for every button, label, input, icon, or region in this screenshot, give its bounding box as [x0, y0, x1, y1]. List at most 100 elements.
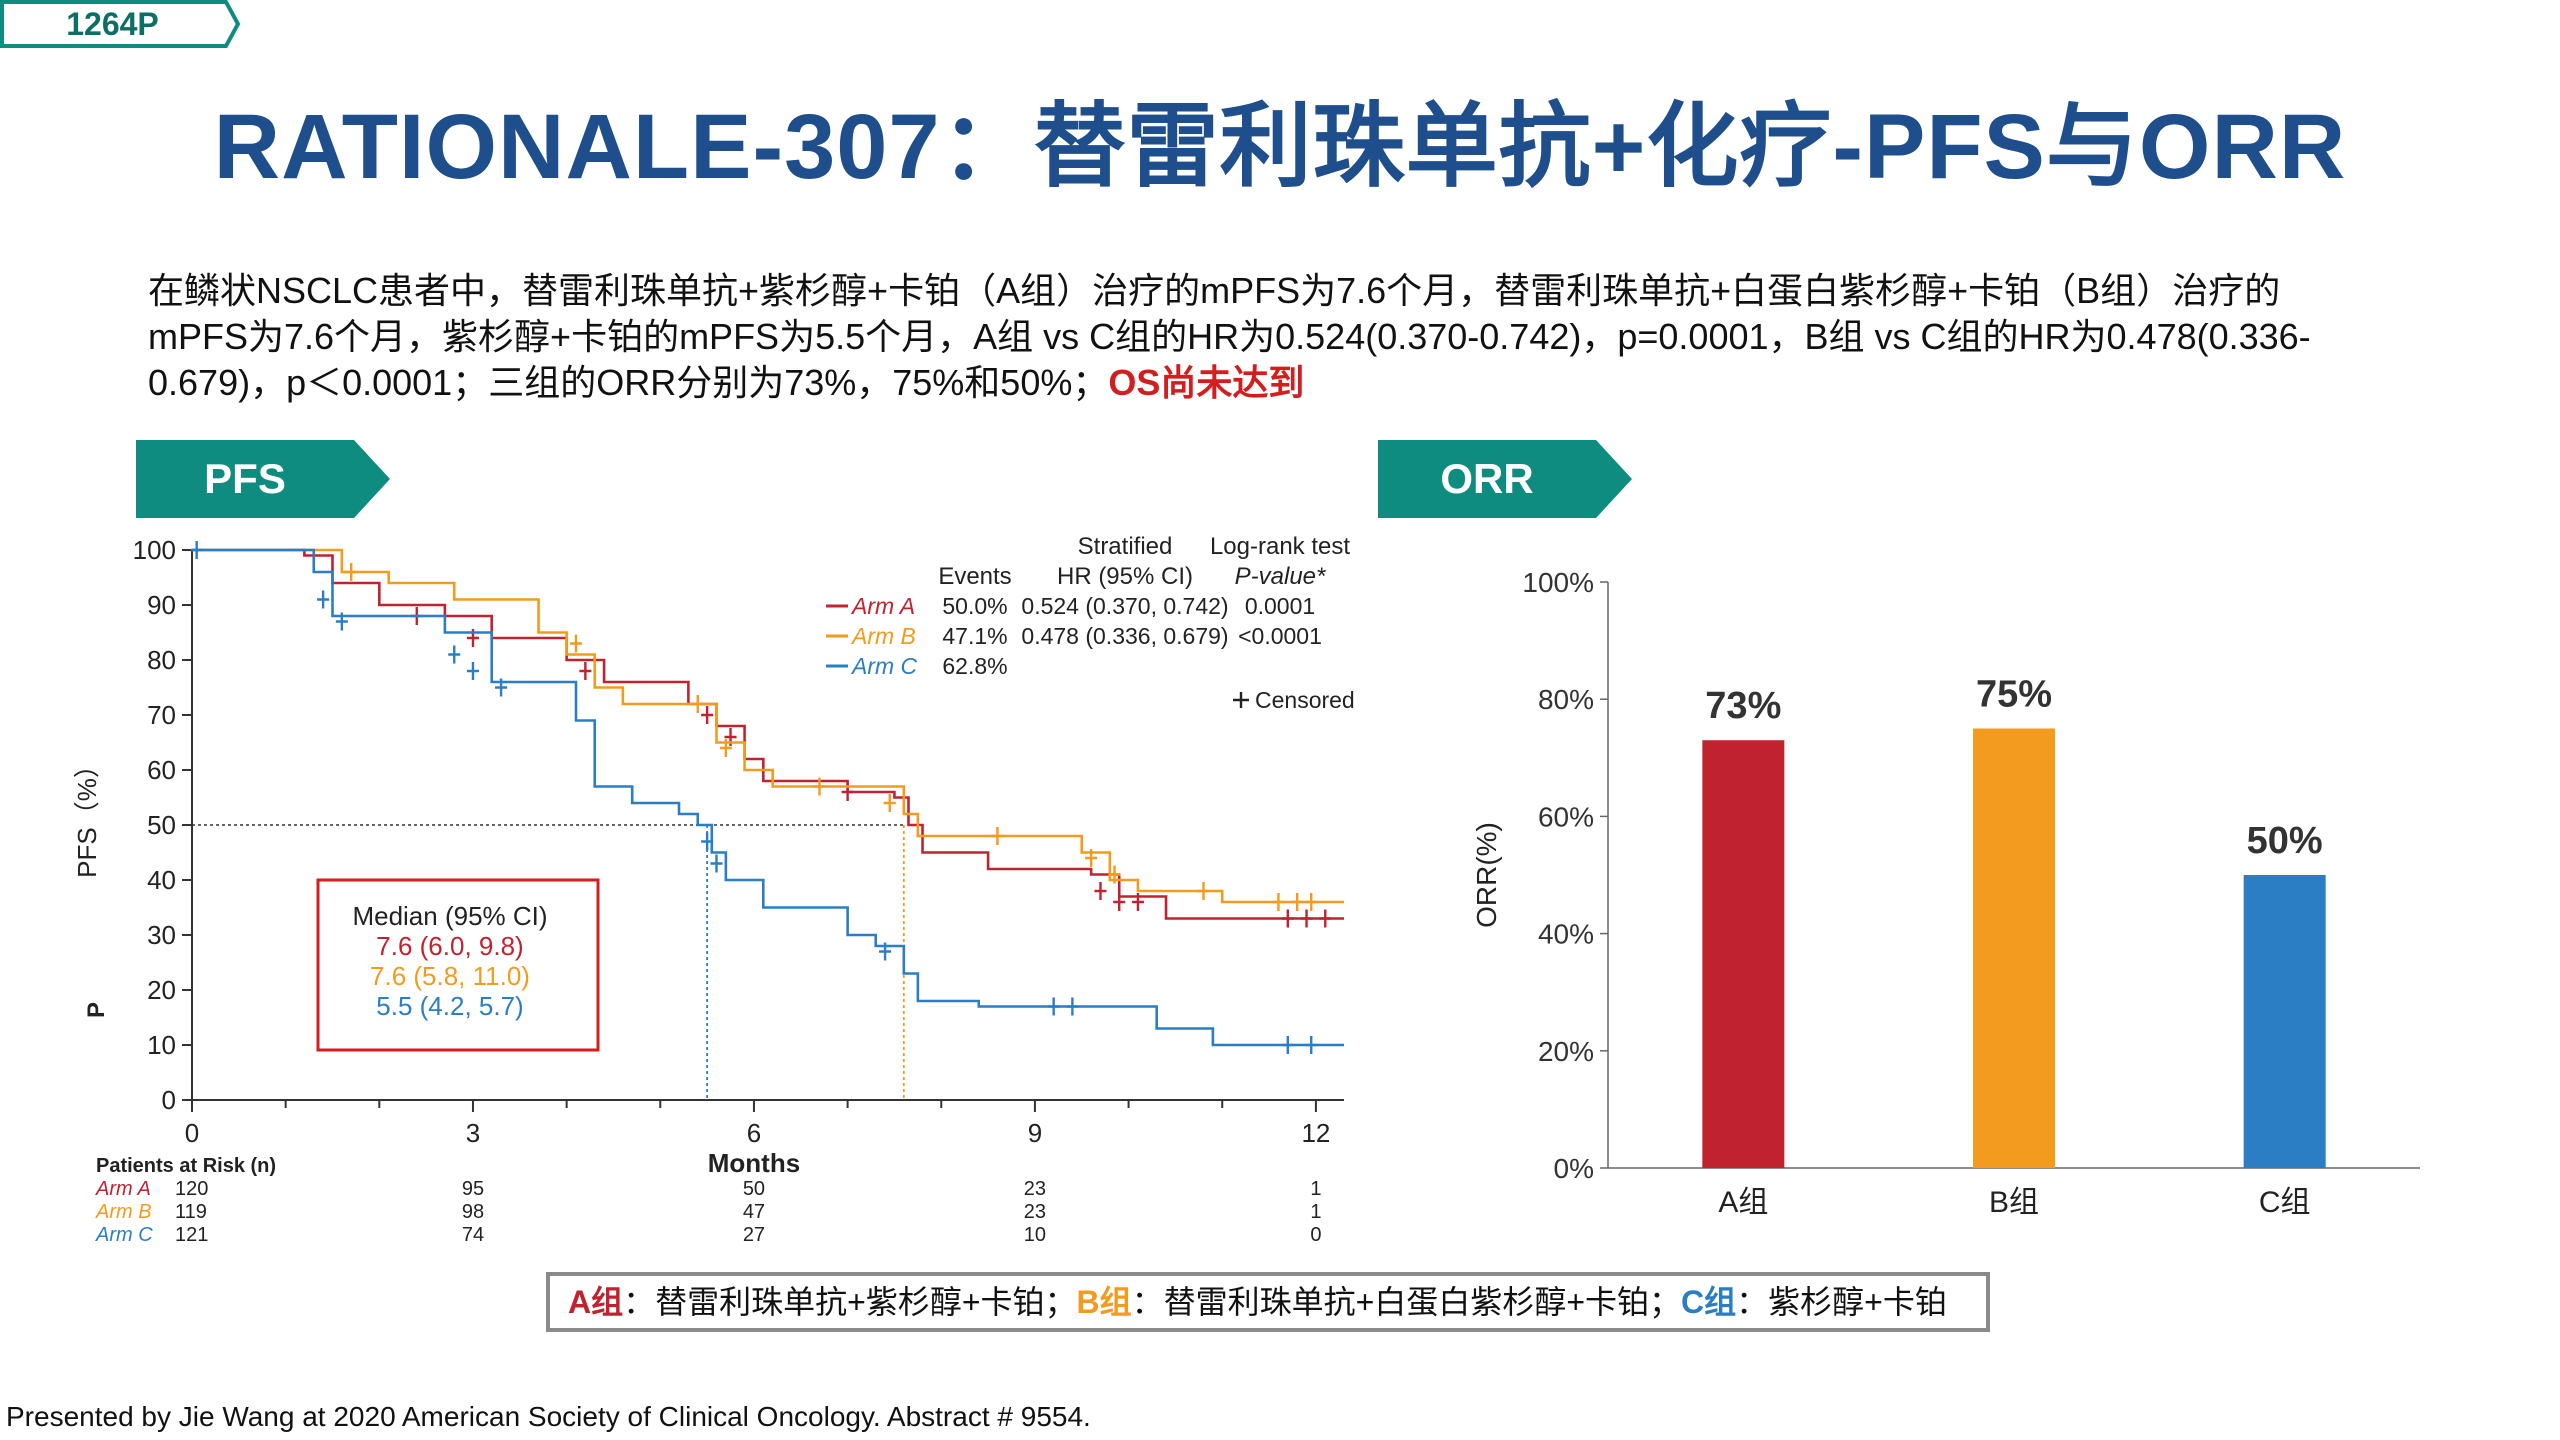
- risk-value: 95: [462, 1178, 484, 1200]
- risk-arm-label: Arm A: [95, 1178, 151, 1200]
- stats-p-value: 0.0001: [1245, 593, 1315, 619]
- km-censor-mark-arm-b: [570, 634, 582, 653]
- orr-y-tick-label: 100%: [1522, 567, 1594, 598]
- stats-hr: 0.524 (0.370, 0.742): [1021, 593, 1228, 619]
- km-censor-mark-arm-c: [466, 662, 479, 680]
- km-censor-mark-arm-b: [345, 563, 358, 581]
- km-y-tick-label: 100: [133, 535, 176, 565]
- km-censor-mark-arm-a: [1094, 882, 1107, 900]
- orr-y-axis-label: ORR(%): [1471, 822, 1502, 928]
- km-censor-mark-arm-c: [190, 541, 203, 559]
- stats-events: 62.8%: [942, 653, 1007, 679]
- orr-category-label: C组: [2259, 1186, 2311, 1219]
- km-censor-mark-arm-b: [719, 739, 732, 757]
- km-x-tick-label: 12: [1301, 1118, 1330, 1148]
- km-censor-mark-arm-b: [1305, 893, 1318, 911]
- km-y-tick-label: 10: [147, 1030, 176, 1060]
- stats-censored-label: Censored: [1255, 687, 1355, 713]
- orr-y-tick-label: 20%: [1538, 1036, 1594, 1067]
- risk-arm-label: Arm B: [95, 1201, 152, 1223]
- km-censor-mark-arm-c: [879, 942, 892, 961]
- risk-table-title: Patients at Risk (n): [96, 1155, 276, 1177]
- km-censor-mark-arm-c: [448, 645, 461, 664]
- risk-value: 121: [175, 1224, 208, 1246]
- km-censor-mark-arm-c: [1047, 997, 1060, 1016]
- risk-value: 74: [462, 1224, 484, 1246]
- stats-p-value: <0.0001: [1238, 623, 1322, 649]
- km-censor-mark-arm-a: [1131, 893, 1144, 911]
- risk-value: 10: [1024, 1224, 1046, 1246]
- median-box-line: 7.6 (5.8, 11.0): [370, 961, 530, 991]
- risk-value: 119: [175, 1201, 207, 1223]
- stats-events: 47.1%: [942, 623, 1007, 649]
- km-y-tick-label: 80: [147, 645, 176, 675]
- orr-y-tick-label: 0%: [1554, 1153, 1594, 1184]
- risk-value: 0: [1310, 1224, 1321, 1246]
- pfs-section-label: PFS: [204, 455, 286, 502]
- km-censor-mark-arm-b: [813, 777, 826, 796]
- risk-value: 120: [175, 1178, 208, 1200]
- orr-bar: [1702, 740, 1785, 1168]
- summary-body: 在鳞状NSCLC患者中，替雷利珠单抗+紫杉醇+卡铂（A组）治疗的mPFS为7.6…: [148, 270, 2311, 403]
- km-y-tick-label: 30: [147, 920, 176, 950]
- km-x-tick-label: 3: [466, 1118, 480, 1148]
- stats-header-events: Events: [938, 563, 1011, 590]
- km-censor-mark-arm-b: [1085, 849, 1098, 867]
- risk-value: 47: [743, 1201, 765, 1223]
- km-y-tick-label: 40: [147, 865, 176, 895]
- km-censor-mark-arm-b: [691, 695, 704, 713]
- km-x-tick-label: 0: [185, 1118, 199, 1148]
- km-censor-mark-arm-c: [1305, 1036, 1318, 1054]
- km-y-tick-label: 70: [147, 700, 176, 730]
- stats-header-hr-1: Stratified: [1078, 533, 1173, 560]
- group-a-text: ：替雷利珠单抗+紫杉醇+卡铂；: [623, 1284, 1077, 1320]
- km-y-axis-extra-label: P: [83, 1002, 110, 1018]
- km-y-tick-label: 50: [147, 810, 176, 840]
- orr-bar: [2243, 875, 2326, 1168]
- tag-badge: [0, 0, 240, 48]
- km-censor-mark-arm-c: [1066, 997, 1079, 1016]
- orr-bar-value-label: 73%: [1705, 685, 1781, 727]
- km-censor-mark-arm-b: [883, 794, 896, 812]
- km-y-tick-label: 0: [162, 1085, 176, 1115]
- stats-legend-arm: Arm B: [850, 623, 916, 649]
- median-box-line: 5.5 (4.2, 5.7): [376, 991, 523, 1021]
- km-censor-mark-arm-c: [335, 612, 348, 631]
- orr-category-label: B组: [1989, 1186, 2039, 1219]
- orr-section-label: ORR: [1440, 455, 1534, 502]
- median-box-line: 7.6 (6.0, 9.8): [376, 931, 523, 961]
- km-censor-mark-arm-b: [1291, 893, 1304, 911]
- km-x-tick-label: 6: [747, 1118, 761, 1148]
- summary-text: 在鳞状NSCLC患者中，替雷利珠单抗+紫杉醇+卡铂（A组）治疗的mPFS为7.6…: [148, 268, 2328, 406]
- km-y-axis-label: PFS（%）: [72, 752, 102, 878]
- orr-bar: [1973, 728, 2055, 1168]
- orr-bar-value-label: 50%: [2247, 820, 2323, 862]
- median-box-title: Median (95% CI): [352, 901, 547, 931]
- page-title: RATIONALE-307：替雷利珠单抗+化疗-PFS与ORR: [213, 96, 2347, 198]
- stats-header-p-1: Log-rank test: [1210, 533, 1350, 560]
- km-y-tick-label: 90: [147, 590, 176, 620]
- group-a-key: A组: [568, 1284, 624, 1320]
- orr-y-tick-label: 60%: [1538, 801, 1594, 832]
- group-b-text: ：替雷利珠单抗+白蛋白紫杉醇+卡铂；: [1131, 1284, 1682, 1320]
- km-censor-mark-arm-c: [317, 590, 330, 609]
- km-censor-mark-arm-a: [1300, 909, 1313, 928]
- km-censor-mark-arm-b: [991, 827, 1004, 845]
- km-censor-mark-arm-a: [1319, 909, 1332, 928]
- orr-category-label: A组: [1718, 1186, 1768, 1219]
- km-censor-mark-arm-c: [495, 678, 508, 697]
- stats-events: 50.0%: [942, 593, 1007, 619]
- stats-legend-arm: Arm A: [850, 593, 915, 619]
- km-censor-mark-arm-a: [579, 662, 592, 680]
- orr-bar-chart: 0% 20% 40% 60% 80% 100% ORR(%) 73% A组 75% B组 50% C组: [1471, 567, 2420, 1219]
- km-x-axis-label: Months: [708, 1148, 800, 1178]
- risk-value: 1: [1310, 1178, 1321, 1200]
- median-box: [316, 878, 600, 1052]
- risk-value: 50: [743, 1178, 765, 1200]
- km-censor-mark-arm-a: [701, 706, 714, 724]
- stats-legend-arm: Arm C: [850, 653, 918, 679]
- censored-plus-icon: [1233, 692, 1249, 708]
- orr-y-tick-label: 80%: [1538, 684, 1594, 715]
- orr-bar-value-label: 75%: [1976, 674, 2052, 716]
